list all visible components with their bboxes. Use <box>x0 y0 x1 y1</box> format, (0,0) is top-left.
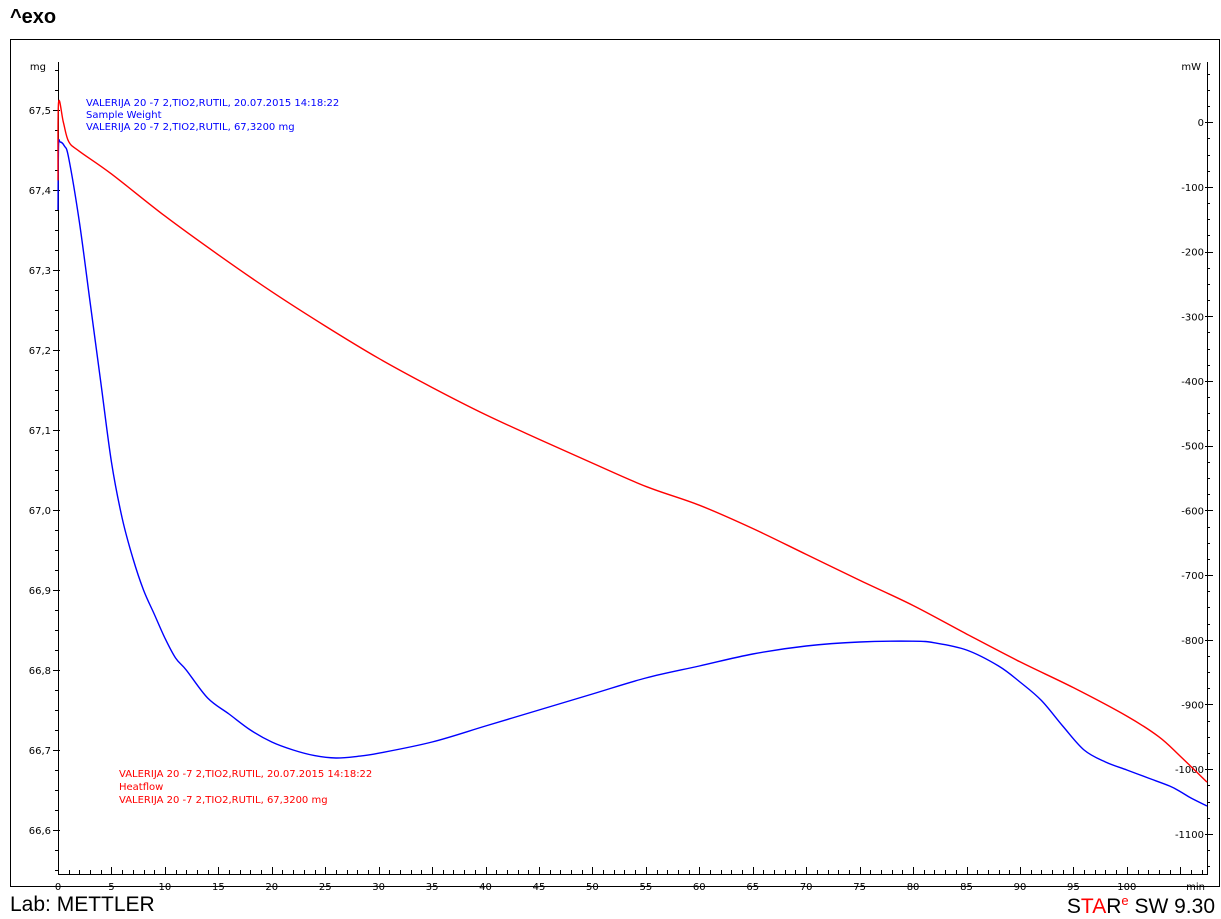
x-tick-label: 30 <box>372 882 385 893</box>
x-tick-label: 10 <box>159 882 172 893</box>
y-right-tick-label: -900 <box>1181 700 1204 711</box>
heatflow-annotation: VALERIJA 20 -7 2,TIO2,RUTIL, 20.07.2015 … <box>119 769 372 806</box>
software-letter-t: T <box>1080 895 1093 918</box>
y-left-tick-label: 66,8 <box>29 666 51 677</box>
weight-annotation-line3: VALERIJA 20 -7 2,TIO2,RUTIL, 67,3200 mg <box>86 122 295 133</box>
chart-series <box>57 99 1208 807</box>
x-tick-label: 95 <box>1067 882 1080 893</box>
software-letter-s: S <box>1066 895 1081 918</box>
y-right-tick-label: -300 <box>1181 312 1204 323</box>
heatflow-annotation-line3: VALERIJA 20 -7 2,TIO2,RUTIL, 67,3200 mg <box>119 795 328 806</box>
x-tick-label: 55 <box>639 882 652 893</box>
y-left-tick-label: 67,5 <box>29 106 51 117</box>
x-tick-label: 25 <box>319 882 332 893</box>
y-right-tick-label: -400 <box>1181 377 1204 388</box>
series-line-sample-weight <box>57 139 1208 807</box>
y-right-tick-label: -700 <box>1181 571 1204 582</box>
y-right-tick-label: -600 <box>1181 506 1204 517</box>
x-tick-label: 50 <box>586 882 599 893</box>
y-left-tick-label: 66,9 <box>29 586 51 597</box>
weight-annotation-line1: VALERIJA 20 -7 2,TIO2,RUTIL, 20.07.2015 … <box>86 98 339 109</box>
x-tick-label: 60 <box>693 882 706 893</box>
x-tick-label: 80 <box>907 882 920 893</box>
x-tick-label: 90 <box>1014 882 1027 893</box>
x-tick-label: 5 <box>108 882 114 893</box>
heatflow-annotation-line2: Heatflow <box>119 782 163 793</box>
x-tick-label: 75 <box>853 882 866 893</box>
y-right-tick-label: -1100 <box>1175 830 1204 841</box>
weight-annotation-line2: Sample Weight <box>86 110 162 121</box>
software-letter-r: R <box>1106 895 1122 918</box>
weight-annotation: VALERIJA 20 -7 2,TIO2,RUTIL, 20.07.2015 … <box>86 98 339 133</box>
y-left-tick-label: 67,2 <box>29 346 51 357</box>
plot-frame <box>10 39 1220 887</box>
y-right-tick-label: -100 <box>1181 183 1204 194</box>
exo-label: ^exo <box>10 6 57 28</box>
y-right-tick-label: -1000 <box>1175 765 1204 776</box>
y-left-tick-label: 67,4 <box>29 186 51 197</box>
x-tick-label: 0 <box>55 882 61 893</box>
y-left-tick-label: 67,3 <box>29 266 51 277</box>
y-left-tick-label: 67,1 <box>29 426 51 437</box>
y-right-tick-label: -200 <box>1181 248 1204 259</box>
software-superscript-e: e <box>1121 893 1129 908</box>
x-tick-label: 70 <box>800 882 813 893</box>
y-left-tick-label: 66,6 <box>29 826 51 837</box>
x-tick-label: 40 <box>479 882 492 893</box>
y-right-unit-label: mW <box>1181 62 1201 73</box>
y-left-tick-label: 67,0 <box>29 506 51 517</box>
software-version: STARe SW 9.30 <box>1067 893 1215 919</box>
x-tick-label: 65 <box>746 882 759 893</box>
y-right-tick-label: -500 <box>1181 442 1204 453</box>
heatflow-annotation-line1: VALERIJA 20 -7 2,TIO2,RUTIL, 20.07.2015 … <box>119 769 372 780</box>
x-tick-label: 20 <box>265 882 278 893</box>
y-right-tick-label: 0 <box>1198 118 1204 129</box>
x-tick-label: 85 <box>960 882 973 893</box>
x-tick-label: 15 <box>212 882 225 893</box>
lab-label: Lab: METTLER <box>10 893 155 916</box>
y-right-tick-label: -800 <box>1181 636 1204 647</box>
y-left-tick-label: 66,7 <box>29 746 51 757</box>
x-unit-label: min <box>1186 882 1205 893</box>
software-version-text: SW 9.30 <box>1128 895 1215 918</box>
software-letter-a: A <box>1092 895 1107 918</box>
x-tick-label: 45 <box>533 882 546 893</box>
y-left-unit-label: mg <box>30 62 46 73</box>
chart-axes: mg mW min 0 5 10 15 20 25 30 35 40 45 50 55 60 65 70 75 80 8… <box>29 62 1213 893</box>
x-tick-label: 35 <box>426 882 439 893</box>
series-line-heatflow <box>57 99 1208 783</box>
x-tick-label: 100 <box>1117 882 1136 893</box>
